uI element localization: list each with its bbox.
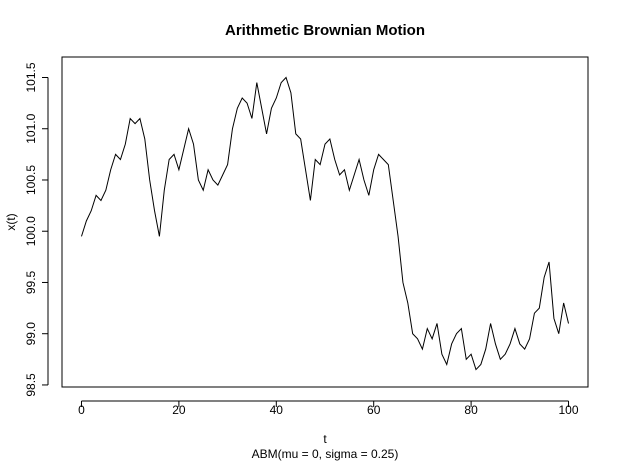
x-tick-label: 20: [172, 403, 186, 417]
chart-title: Arithmetic Brownian Motion: [225, 22, 425, 39]
plot-frame: [61, 56, 589, 388]
x-tick-label: 100: [559, 403, 579, 417]
y-tick-label: 100.0: [24, 216, 38, 246]
y-axis-label: x(t): [4, 213, 18, 230]
subtitle: ABM(mu = 0, sigma = 0.25): [252, 447, 399, 461]
x-axis-label: t: [323, 432, 327, 446]
y-tick-label: 99.0: [24, 322, 38, 346]
y-tick-label: 98.5: [24, 373, 38, 397]
x-tick-label: 80: [464, 403, 478, 417]
y-tick-label: 101.0: [24, 113, 38, 143]
y-tick-label: 99.5: [24, 270, 38, 294]
y-tick-label: 100.5: [24, 165, 38, 195]
series-line: [81, 76, 570, 371]
x-tick-label: 60: [367, 403, 381, 417]
y-tick-label: 101.5: [24, 62, 38, 92]
x-tick-label: 40: [270, 403, 284, 417]
x-tick-label: 0: [78, 403, 85, 417]
